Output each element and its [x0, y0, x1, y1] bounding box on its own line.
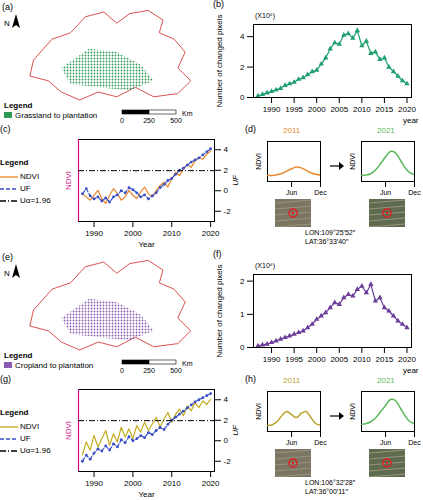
svg-text:0: 0	[120, 117, 124, 124]
svg-text:0: 0	[224, 436, 229, 445]
html-text:LON:109°25′52″: LON:109°25′52″	[305, 229, 356, 236]
svg-text:year: year	[403, 116, 419, 125]
html-text:(g): (g)	[0, 374, 11, 384]
svg-text:Legend: Legend	[4, 101, 33, 110]
html-text:NDVI: NDVI	[20, 172, 40, 181]
html-text:(d): (d)	[245, 124, 256, 134]
html-text:2021: 2021	[377, 376, 395, 385]
html-text:Legend: Legend	[0, 158, 29, 167]
svg-text:0: 0	[240, 93, 245, 102]
svg-text:Cropland to plantation: Cropland to plantation	[15, 361, 93, 370]
svg-text:NDVI: NDVI	[255, 403, 262, 420]
svg-text:2: 2	[224, 416, 229, 425]
svg-text:Grassland to plantation: Grassland to plantation	[15, 111, 97, 120]
svg-text:(e): (e)	[2, 252, 13, 262]
svg-text:Jun: Jun	[380, 189, 391, 195]
svg-text:Year: Year	[138, 240, 155, 249]
svg-text:Jun: Jun	[286, 439, 297, 445]
html-text:(h): (h)	[245, 374, 256, 384]
html-text:2021: 2021	[377, 126, 395, 135]
svg-text:Km: Km	[182, 360, 193, 367]
svg-text:2000: 2000	[124, 229, 142, 238]
html-text:LON:106°32′28″: LON:106°32′28″	[305, 479, 356, 486]
svg-text:0: 0	[224, 186, 229, 195]
svg-text:Year: Year	[138, 490, 155, 499]
svg-text:1: 1	[240, 310, 245, 319]
svg-text:2000: 2000	[124, 479, 142, 488]
svg-text:2010: 2010	[353, 355, 371, 364]
svg-text:2010: 2010	[163, 479, 181, 488]
svg-text:2: 2	[224, 166, 229, 175]
svg-text:N: N	[4, 19, 10, 28]
svg-text:Dec: Dec	[408, 189, 421, 195]
svg-text:500: 500	[170, 367, 182, 374]
svg-text:Dec: Dec	[314, 189, 327, 195]
html-text:Legend: Legend	[0, 408, 29, 417]
svg-text:Jun: Jun	[286, 189, 297, 195]
html-text:(X10⁶): (X10⁶)	[255, 262, 275, 269]
svg-text:NDVI: NDVI	[349, 403, 356, 420]
svg-text:2020: 2020	[398, 355, 416, 364]
svg-text:2020: 2020	[202, 229, 220, 238]
svg-text:0: 0	[120, 367, 124, 374]
svg-text:UF: UF	[231, 424, 240, 436]
svg-text:250: 250	[143, 367, 155, 374]
html-text:(b): (b)	[213, 0, 224, 9]
svg-text:1995: 1995	[285, 105, 303, 114]
svg-text:2015: 2015	[376, 105, 394, 114]
svg-text:1990: 1990	[263, 355, 281, 364]
html-text:2011: 2011	[283, 376, 301, 385]
svg-text:2005: 2005	[330, 105, 348, 114]
svg-text:Km: Km	[182, 110, 193, 117]
html-text:Uα=1.96: Uα=1.96	[20, 196, 51, 205]
svg-text:2000: 2000	[308, 105, 326, 114]
svg-text:1995: 1995	[285, 355, 303, 364]
svg-text:500: 500	[170, 117, 182, 124]
svg-text:2020: 2020	[202, 479, 220, 488]
svg-text:1990: 1990	[85, 479, 103, 488]
html-text:Uα=1.96: Uα=1.96	[20, 446, 51, 455]
html-text:UF: UF	[20, 184, 31, 193]
svg-text:2020: 2020	[398, 105, 416, 114]
svg-text:UF: UF	[231, 174, 240, 186]
svg-text:-2: -2	[224, 457, 232, 466]
svg-text:Dec: Dec	[408, 439, 421, 445]
svg-text:1990: 1990	[85, 229, 103, 238]
svg-text:250: 250	[143, 117, 155, 124]
svg-text:2005: 2005	[330, 355, 348, 364]
svg-text:NDVI: NDVI	[255, 153, 262, 170]
svg-text:Dec: Dec	[314, 439, 327, 445]
svg-text:1990: 1990	[263, 105, 281, 114]
html-text:LAT:36°00′11″: LAT:36°00′11″	[305, 488, 348, 495]
svg-text:Number of changed pixels: Number of changed pixels	[215, 265, 224, 358]
html-text:(c): (c)	[0, 124, 11, 134]
html-text:(X10⁶): (X10⁶)	[255, 12, 275, 19]
svg-text:Legend: Legend	[4, 351, 33, 360]
svg-text:0: 0	[240, 343, 245, 352]
svg-text:NDVI: NDVI	[64, 421, 73, 440]
svg-text:-2: -2	[224, 207, 232, 216]
svg-text:year: year	[403, 366, 419, 375]
svg-text:(a): (a)	[2, 2, 13, 12]
svg-text:Number of changed pixels: Number of changed pixels	[215, 15, 224, 108]
svg-text:N: N	[4, 269, 10, 278]
svg-text:2: 2	[240, 63, 245, 72]
svg-text:Jun: Jun	[380, 439, 391, 445]
svg-text:2000: 2000	[308, 355, 326, 364]
svg-text:2: 2	[240, 277, 245, 286]
html-text:UF: UF	[20, 434, 31, 443]
svg-text:4: 4	[224, 145, 229, 154]
svg-text:NDVI: NDVI	[64, 171, 73, 190]
svg-text:NDVI: NDVI	[349, 153, 356, 170]
svg-text:2015: 2015	[376, 355, 394, 364]
svg-text:4: 4	[224, 395, 229, 404]
svg-text:2010: 2010	[353, 105, 371, 114]
html-text:LAT:36°33′40″: LAT:36°33′40″	[305, 238, 349, 245]
html-text:NDVI: NDVI	[20, 422, 40, 431]
html-text:(f): (f)	[213, 249, 222, 259]
html-text:2011: 2011	[283, 126, 301, 135]
svg-text:4: 4	[240, 32, 245, 41]
svg-text:2010: 2010	[163, 229, 181, 238]
